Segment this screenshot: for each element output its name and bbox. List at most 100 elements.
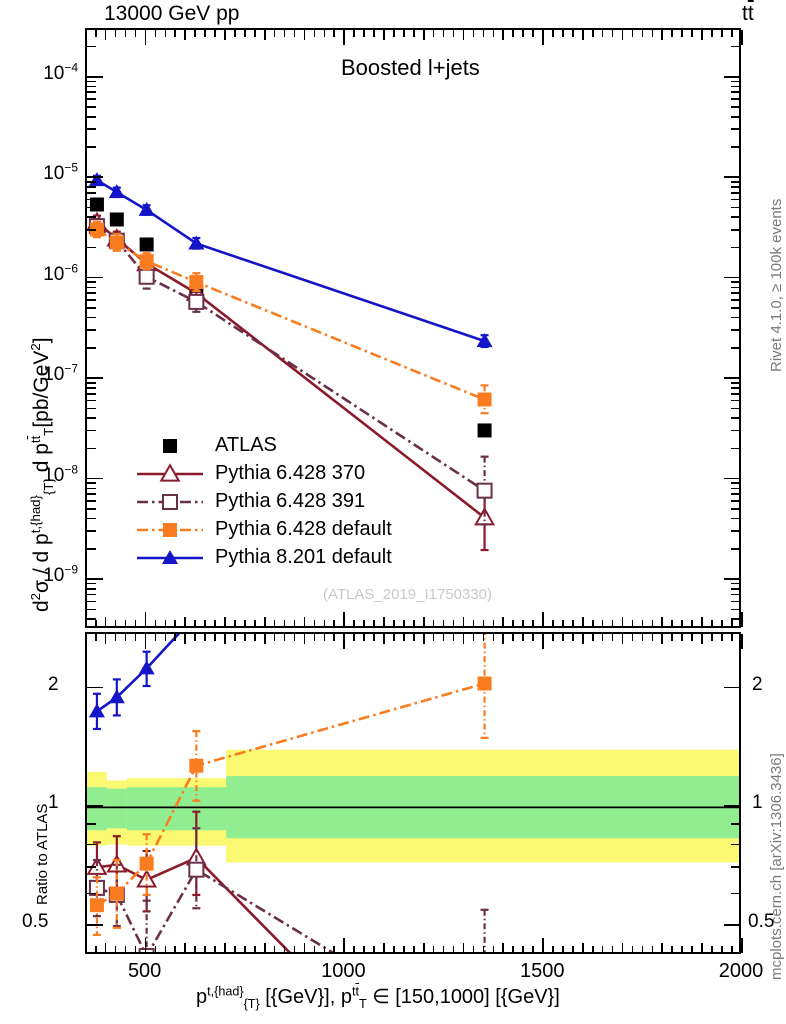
tick-mark: [601, 634, 604, 641]
tick-mark: [731, 530, 740, 532]
tick-mark: [581, 30, 584, 40]
tick-mark: [413, 30, 415, 37]
tick-mark: [731, 381, 740, 384]
tick-mark: [253, 30, 256, 37]
tick-mark: [87, 493, 96, 495]
tick-mark: [532, 620, 534, 627]
tick-mark: [724, 805, 740, 807]
rivet-version-caption: Rivet 4.1.0, ≥ 100k events: [768, 198, 785, 372]
tick-mark: [85, 946, 87, 953]
tick-mark: [452, 620, 455, 627]
tick-mark: [532, 634, 534, 641]
tick-mark: [134, 30, 137, 37]
tick-mark: [87, 387, 96, 389]
tick-mark: [731, 500, 740, 502]
tick-mark: [403, 946, 405, 953]
tick-mark: [313, 946, 316, 953]
tick-mark: [114, 634, 117, 641]
tick-mark: [283, 634, 286, 641]
tick-mark: [303, 30, 306, 40]
x-axis-title: pt,{had}{T} [{GeV}], pttT ∈ [150,1000] […: [196, 984, 560, 1011]
tick-mark: [731, 508, 740, 510]
tick-mark: [681, 620, 683, 627]
tick-mark: [393, 30, 395, 37]
tick-mark: [601, 30, 604, 37]
tick-mark: [283, 946, 286, 953]
tick-mark: [552, 634, 554, 641]
tick-mark: [214, 620, 216, 627]
tick-mark: [293, 30, 296, 37]
tick-mark: [94, 634, 97, 641]
tick-mark: [452, 634, 455, 641]
tick-mark: [731, 91, 740, 94]
tick-mark: [204, 30, 206, 37]
tick-mark: [104, 30, 107, 40]
tick-mark: [482, 30, 485, 37]
series-pythia-8-201-default: [88, 172, 493, 349]
tick-mark: [581, 943, 584, 953]
tick-mark: [731, 198, 740, 201]
tick-mark: [85, 620, 87, 627]
tick-mark: [631, 634, 634, 641]
tick-mark: [492, 620, 495, 627]
tick-mark: [413, 946, 415, 953]
tick-mark: [87, 588, 96, 590]
tick-mark: [432, 946, 435, 953]
tick-mark: [731, 407, 740, 410]
tick-mark: [363, 620, 365, 627]
tick-mark: [87, 228, 96, 231]
tick-mark: [353, 620, 355, 627]
tick-mark: [244, 634, 246, 641]
tick-mark: [184, 943, 186, 953]
tick-mark: [323, 634, 326, 641]
tick-mark: [442, 620, 445, 627]
tick-mark: [87, 593, 96, 596]
tick-mark: [581, 617, 584, 627]
y-tick-label: 10−8: [43, 462, 78, 486]
tick-mark: [482, 620, 485, 627]
tick-mark: [512, 620, 514, 627]
tick-mark: [383, 943, 385, 953]
tick-mark: [731, 634, 733, 641]
tick-mark: [661, 617, 664, 627]
tick-mark: [502, 617, 505, 627]
ratio-tick-label-left: 0.5: [22, 911, 49, 933]
tick-mark: [601, 620, 604, 627]
tick-mark: [94, 946, 97, 953]
tick-mark: [214, 634, 216, 641]
tick-mark: [502, 943, 505, 953]
tick-mark: [164, 620, 167, 627]
tick-mark: [224, 943, 226, 953]
tick-mark: [724, 686, 740, 689]
tick-mark: [724, 176, 740, 178]
tick-mark: [87, 115, 96, 118]
tick-mark: [124, 30, 127, 37]
tick-mark: [253, 946, 256, 953]
tick-mark: [383, 30, 385, 40]
tick-mark: [244, 30, 246, 37]
tick-mark: [114, 946, 117, 953]
legend-label: Pythia 6.428 370: [215, 462, 366, 484]
tick-mark: [452, 30, 455, 37]
tick-mark: [591, 946, 594, 953]
tick-mark: [731, 429, 740, 432]
tick-mark: [731, 106, 740, 108]
tick-mark: [691, 30, 693, 37]
tick-mark: [87, 477, 103, 480]
tick-mark: [87, 399, 96, 402]
tick-mark: [124, 946, 127, 953]
tick-mark: [87, 299, 96, 301]
tick-mark: [393, 620, 395, 627]
tick-mark: [353, 634, 355, 641]
analysis-watermark: (ATLAS_2019_I1750330): [323, 586, 493, 603]
tick-mark: [194, 30, 196, 37]
tick-mark: [87, 281, 96, 284]
tick-mark: [731, 299, 740, 301]
tick-mark: [114, 30, 117, 37]
tick-mark: [204, 946, 206, 953]
tick-mark: [651, 30, 654, 37]
tick-mark: [164, 946, 167, 953]
tick-mark: [224, 617, 226, 627]
tick-mark: [353, 30, 355, 37]
tick-mark: [482, 634, 485, 641]
